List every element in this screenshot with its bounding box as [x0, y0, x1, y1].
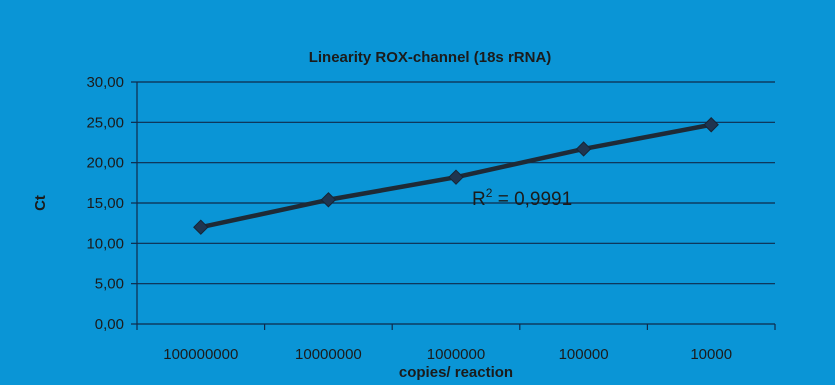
x-tick-label: 100000000 — [163, 346, 238, 363]
r-squared-annotation: R2 = 0,9991 — [472, 186, 572, 210]
chart-title: Linearity ROX-channel (18s rRNA) — [309, 49, 552, 66]
y-tick-label: 10,00 — [86, 235, 124, 252]
x-tick-label: 1000000 — [427, 346, 485, 363]
y-tick-label: 20,00 — [86, 155, 124, 172]
data-point — [448, 169, 464, 185]
y-tick-labels: 0,00 5,00 10,00 15,00 20,00 25,00 30,00 — [86, 74, 124, 333]
y-tick-label: 5,00 — [95, 276, 124, 293]
x-axis-label: copies/ reaction — [399, 364, 513, 381]
series — [193, 117, 719, 235]
y-axis-label: Ct — [32, 195, 49, 211]
y-tick-label: 25,00 — [86, 114, 124, 131]
y-tick-label: 15,00 — [86, 195, 124, 212]
data-point — [320, 192, 337, 208]
x-tick-labels: 100000000 10000000 1000000 100000 10000 — [163, 346, 732, 363]
grid-lines — [137, 81, 775, 285]
axes — [131, 81, 776, 330]
data-point — [575, 141, 592, 157]
y-tick-label: 0,00 — [95, 316, 124, 333]
x-tick-label: 100000 — [559, 346, 609, 363]
y-tick-label: 30,00 — [86, 74, 124, 91]
data-point — [703, 117, 719, 133]
x-tick-label: 10000 — [690, 346, 732, 363]
x-tick-label: 10000000 — [295, 346, 362, 363]
data-point — [193, 219, 209, 235]
